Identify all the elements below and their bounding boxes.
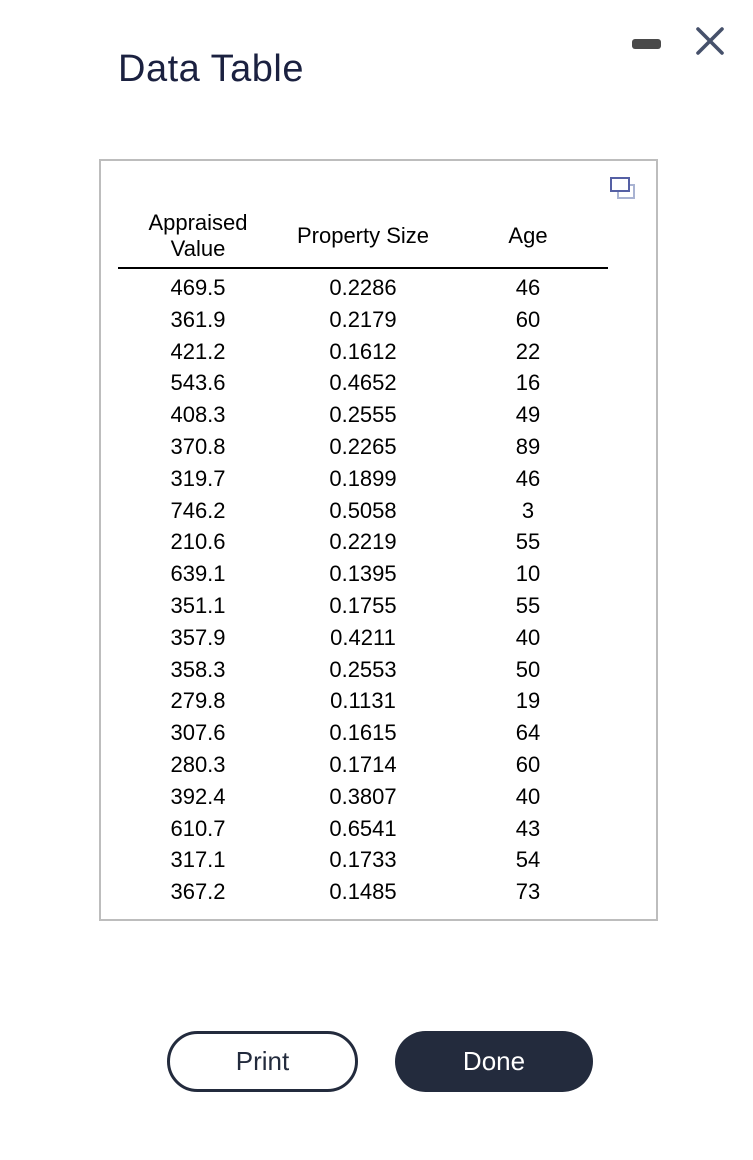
table-cell: 49	[515, 402, 541, 428]
table-cell: 469.5	[170, 275, 226, 300]
table-cell: 0.1899	[329, 465, 397, 491]
column-header-age: Age	[448, 205, 608, 269]
table-cell: 43	[515, 815, 541, 841]
table-row: 543.6 0.4652 16	[118, 367, 608, 399]
table-cell: 0.5058	[329, 497, 397, 523]
copy-icon[interactable]	[610, 177, 637, 201]
table-cell: 351.1	[170, 592, 226, 618]
table-cell: 370.8	[170, 433, 226, 459]
table-cell: 0.2265	[329, 433, 397, 459]
column-header-property-size: Property Size	[278, 205, 448, 269]
table-cell: 40	[515, 624, 541, 650]
table-row: 358.3 0.2553 50	[118, 654, 608, 686]
done-button[interactable]: Done	[395, 1031, 593, 1092]
table-cell: 421.2	[170, 338, 226, 364]
table-row: 307.6 0.1615 64	[118, 717, 608, 749]
table-cell: 46	[515, 275, 541, 300]
table-row: 280.3 0.1714 60	[118, 749, 608, 781]
table-cell: 10	[515, 561, 541, 587]
table-cell: 16	[515, 370, 541, 396]
table-cell: 0.1485	[329, 879, 397, 905]
table-row: 357.9 0.4211 40	[118, 622, 608, 654]
minimize-icon[interactable]	[632, 39, 661, 49]
table-header-row: Appraised Value Property Size Age	[118, 205, 608, 269]
table-cell: 54	[515, 847, 541, 873]
table-cell: 0.2286	[329, 275, 397, 300]
table-cell: 0.2553	[329, 656, 397, 682]
table-row: 408.3 0.2555 49	[118, 399, 608, 431]
table-cell: 746.2	[170, 497, 226, 523]
print-button[interactable]: Print	[167, 1031, 358, 1092]
table-cell: 358.3	[170, 656, 226, 682]
table-cell: 317.1	[170, 847, 226, 873]
table-row: 639.1 0.1395 10	[118, 558, 608, 590]
table-cell: 0.2179	[329, 306, 397, 332]
table-cell: 0.2219	[329, 529, 397, 555]
table-cell: 73	[515, 879, 541, 905]
table-row: 421.2 0.1612 22	[118, 336, 608, 368]
table-cell: 60	[515, 751, 541, 777]
close-icon[interactable]	[693, 24, 727, 58]
table-cell: 0.1714	[329, 751, 397, 777]
table-cell: 0.1755	[329, 592, 397, 618]
table-row: 279.8 0.1131 19	[118, 685, 608, 717]
table-row: 370.8 0.2265 89	[118, 431, 608, 463]
table-cell: 280.3	[170, 751, 226, 777]
table-cell: 3	[521, 497, 535, 523]
table-cell: 357.9	[170, 624, 226, 650]
table-cell: 22	[515, 338, 541, 364]
table-cell: 0.1733	[329, 847, 397, 873]
table-cell: 367.2	[170, 879, 226, 905]
table-cell: 50	[515, 656, 541, 682]
table-cell: 0.1612	[329, 338, 397, 364]
table-cell: 0.3807	[329, 783, 397, 809]
table-row: 351.1 0.1755 55	[118, 590, 608, 622]
table-row: 367.2 0.1485 73	[118, 876, 608, 908]
table-cell: 64	[515, 720, 541, 746]
table-cell: 210.6	[170, 529, 226, 555]
table-cell: 55	[515, 592, 541, 618]
table-cell: 89	[515, 433, 541, 459]
table-cell: 0.1615	[329, 720, 397, 746]
table-cell: 639.1	[170, 561, 226, 587]
table-panel: Appraised Value Property Size Age 469.5 0…	[99, 159, 658, 921]
table-body: 469.5 0.2286 46 361.9 0.2179 60 421.2 0.1612 22 5…	[118, 268, 608, 908]
table-cell: 543.6	[170, 370, 226, 396]
table-cell: 40	[515, 783, 541, 809]
table-row: 317.1 0.1733 54	[118, 844, 608, 876]
table-row: 361.9 0.2179 60	[118, 304, 608, 336]
table-cell: 279.8	[170, 688, 226, 714]
table-row: 319.7 0.1899 46	[118, 463, 608, 495]
table-cell: 0.4652	[329, 370, 397, 396]
table-cell: 55	[515, 529, 541, 555]
table-cell: 361.9	[170, 306, 226, 332]
table-cell: 392.4	[170, 783, 226, 809]
table-cell: 319.7	[170, 465, 226, 491]
table-row: 746.2 0.5058 3	[118, 495, 608, 527]
column-header-appraised-value: Appraised Value	[118, 205, 278, 269]
table-row: 469.5 0.2286 46	[118, 268, 608, 304]
table-row: 610.7 0.6541 43	[118, 813, 608, 845]
copy-icon-front-rect	[610, 177, 630, 192]
table-cell: 610.7	[170, 815, 226, 841]
data-table: Appraised Value Property Size Age 469.5 0…	[118, 205, 608, 908]
table-cell: 60	[515, 306, 541, 332]
table-cell: 408.3	[170, 402, 226, 428]
column-header-label: Appraised Value	[148, 209, 248, 261]
table-cell: 19	[515, 688, 541, 714]
table-cell: 46	[515, 465, 541, 491]
table-row: 392.4 0.3807 40	[118, 781, 608, 813]
table-cell: 0.6541	[329, 815, 397, 841]
table-cell: 0.2555	[329, 402, 397, 428]
table-cell: 0.1395	[329, 561, 397, 587]
table-cell: 307.6	[170, 720, 226, 746]
table-cell: 0.1131	[330, 688, 396, 714]
table-row: 210.6 0.2219 55	[118, 526, 608, 558]
page-title: Data Table	[118, 48, 304, 90]
table-cell: 0.4211	[330, 624, 396, 650]
